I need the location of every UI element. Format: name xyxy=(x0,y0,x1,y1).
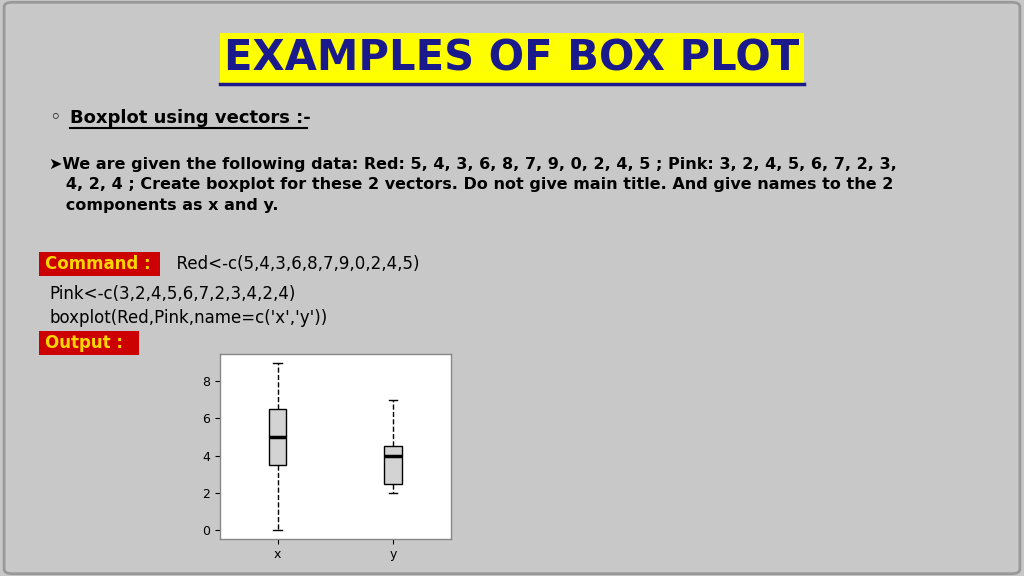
Text: ◦: ◦ xyxy=(49,108,60,127)
FancyBboxPatch shape xyxy=(39,331,139,355)
Text: ➤We are given the following data: Red: 5, 4, 3, 6, 8, 7, 9, 0, 2, 4, 5 ; Pink: 3: ➤We are given the following data: Red: 5… xyxy=(49,157,897,172)
FancyBboxPatch shape xyxy=(4,2,1020,574)
Text: Boxplot using vectors :-: Boxplot using vectors :- xyxy=(70,108,310,127)
Text: boxplot(Red,Pink,name=c('x','y')): boxplot(Red,Pink,name=c('x','y')) xyxy=(49,309,328,327)
Text: Command :: Command : xyxy=(45,255,151,274)
PathPatch shape xyxy=(384,446,401,484)
PathPatch shape xyxy=(269,409,287,465)
FancyBboxPatch shape xyxy=(220,33,804,84)
Text: Red<-c(5,4,3,6,8,7,9,0,2,4,5): Red<-c(5,4,3,6,8,7,9,0,2,4,5) xyxy=(166,255,420,274)
Text: Output :: Output : xyxy=(45,334,123,353)
FancyBboxPatch shape xyxy=(39,252,160,276)
Text: EXAMPLES OF BOX PLOT: EXAMPLES OF BOX PLOT xyxy=(224,37,800,79)
Text: Pink<-c(3,2,4,5,6,7,2,3,4,2,4): Pink<-c(3,2,4,5,6,7,2,3,4,2,4) xyxy=(49,285,296,303)
Text: components as x and y.: components as x and y. xyxy=(49,198,279,213)
Text: 4, 2, 4 ; Create boxplot for these 2 vectors. Do not give main title. And give n: 4, 2, 4 ; Create boxplot for these 2 vec… xyxy=(49,177,894,192)
